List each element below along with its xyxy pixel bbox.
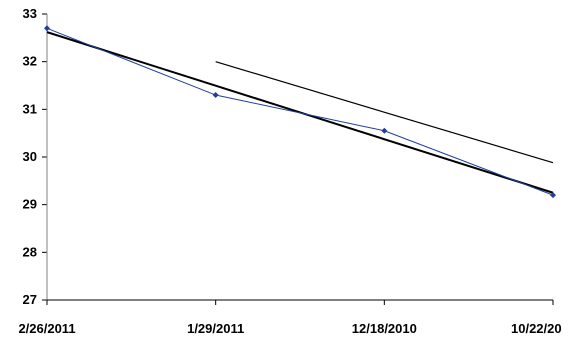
y-tick-label: 28 — [23, 244, 37, 259]
y-tick-label: 27 — [23, 292, 37, 307]
x-tick-label: 12/18/2010 — [352, 321, 417, 336]
x-tick-label: 1/29/2011 — [187, 321, 244, 336]
y-tick-label: 32 — [23, 54, 37, 69]
y-tick-label: 29 — [23, 197, 37, 212]
y-tick-label: 33 — [23, 6, 37, 21]
x-axis-ticks: 2/26/2011 1/29/2011 12/18/2010 10/22/20 — [18, 300, 562, 336]
y-tick-label: 30 — [23, 149, 37, 164]
data-point — [381, 127, 388, 134]
data-point — [212, 92, 219, 99]
y-axis-ticks: 27 28 29 30 31 32 33 — [23, 6, 47, 307]
x-tick-label: 10/22/20 — [511, 321, 562, 336]
data-point — [550, 192, 556, 199]
x-tick-label: 2/26/2011 — [18, 321, 75, 336]
y-tick-label: 31 — [23, 101, 37, 116]
trendline — [215, 61, 554, 164]
plot-area — [44, 25, 556, 199]
data-point — [44, 25, 50, 32]
series-line — [46, 27, 554, 196]
